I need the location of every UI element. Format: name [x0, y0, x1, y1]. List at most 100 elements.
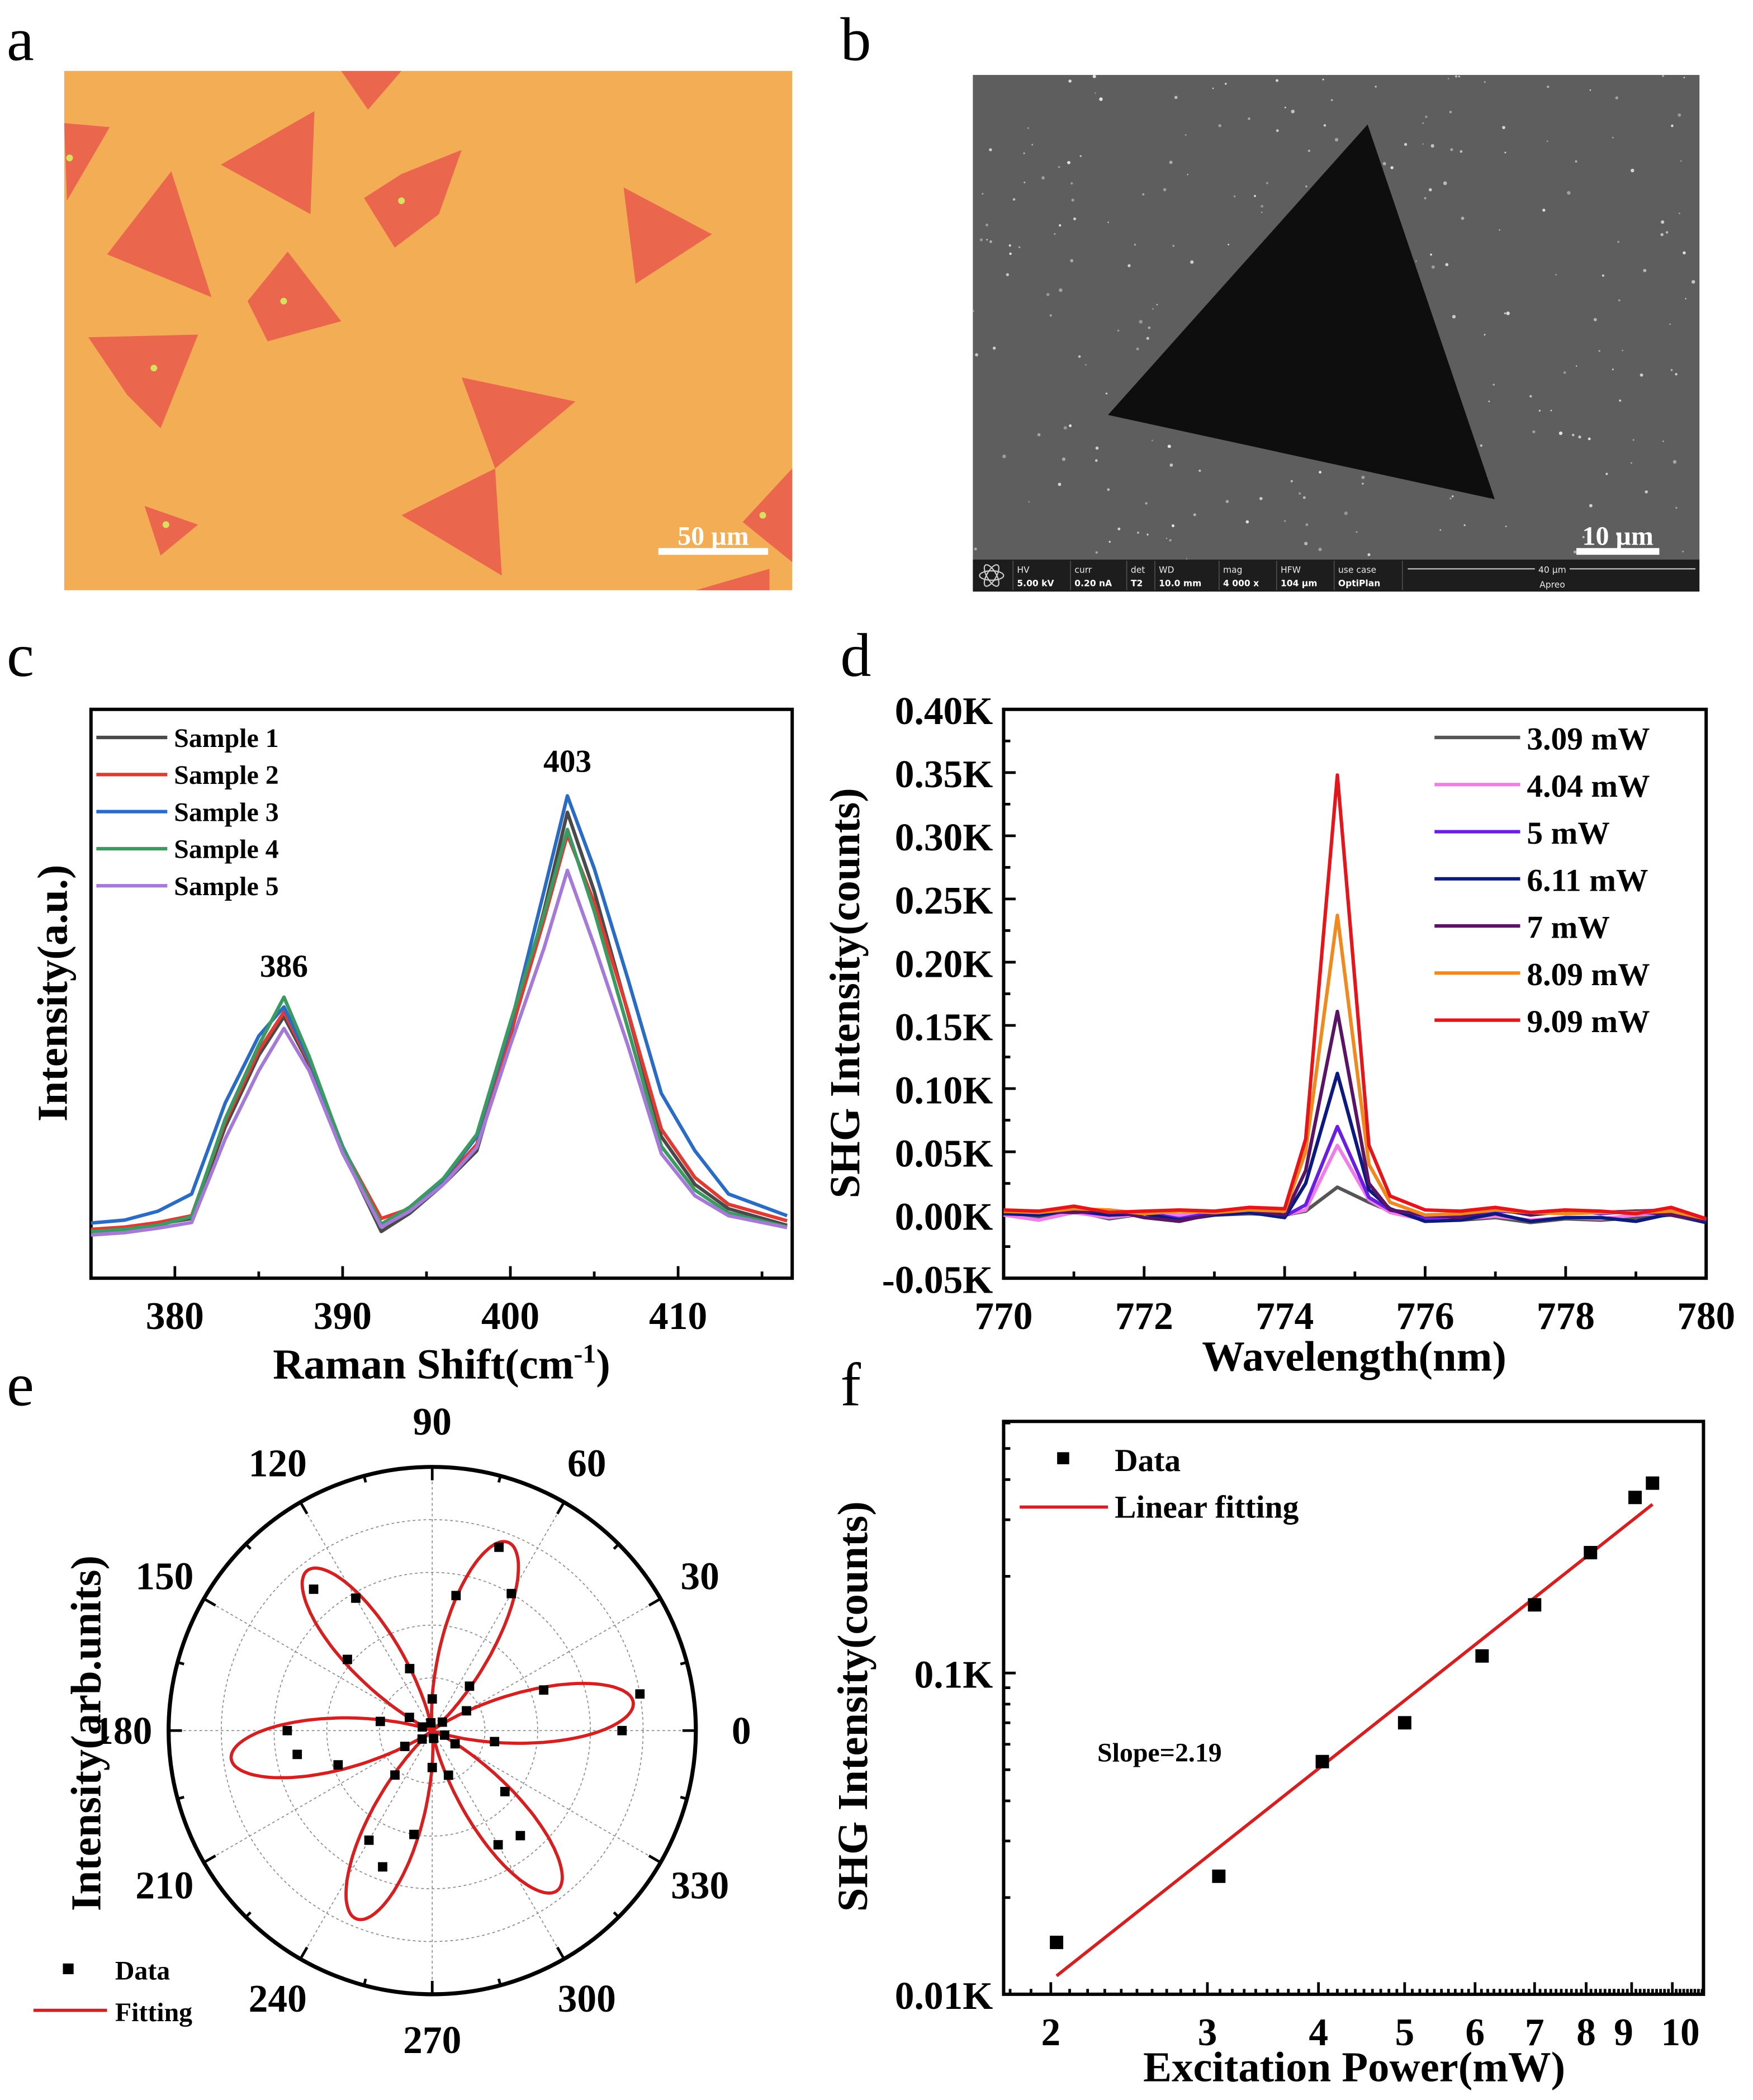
- info-field-label: curr: [1074, 565, 1092, 575]
- particle: [1450, 148, 1453, 152]
- angle-tick-label: 60: [567, 1442, 606, 1485]
- angle-tick-label: 330: [671, 1865, 729, 1908]
- particle: [1068, 79, 1072, 83]
- series-line-6-11-mW: [1003, 1071, 1707, 1224]
- atom-logo-icon: [979, 564, 1005, 587]
- info-field-value: T2: [1131, 579, 1143, 589]
- nucleation-site: [66, 154, 73, 162]
- particle: [1323, 124, 1326, 127]
- x-axis-label-text: Raman Shift(cm: [273, 1341, 574, 1388]
- data-point: [465, 1681, 475, 1691]
- particle: [1071, 198, 1074, 202]
- particle: [1344, 511, 1348, 515]
- data-point: [405, 1713, 414, 1723]
- particle: [1631, 462, 1632, 464]
- legend-label: 5 mW: [1527, 816, 1609, 851]
- particle: [1018, 246, 1021, 248]
- angle-tick-label: 0: [732, 1710, 751, 1753]
- data-point: [539, 1685, 549, 1695]
- peak-annotation: 403: [543, 744, 591, 779]
- particle: [1430, 253, 1432, 256]
- particle: [1555, 273, 1557, 276]
- particle: [1008, 244, 1011, 247]
- data-point: [1628, 1491, 1642, 1505]
- particle: [1291, 110, 1295, 113]
- data-point: [426, 1718, 436, 1728]
- particle: [982, 193, 984, 195]
- panel-label: b: [840, 6, 871, 74]
- particle: [1422, 143, 1424, 145]
- particle: [986, 239, 988, 241]
- data-point: [1475, 1649, 1489, 1663]
- particle: [1547, 86, 1550, 88]
- minor-tick-mark: [680, 1661, 688, 1666]
- x-tick-label: 390: [314, 1295, 372, 1338]
- angular-gridline: [432, 1502, 565, 1731]
- particle: [1139, 320, 1143, 324]
- y-tick-label: 0.00K: [895, 1195, 993, 1238]
- particle: [1151, 439, 1153, 442]
- series-line-sample-4: [91, 827, 788, 1233]
- particle: [1598, 349, 1600, 352]
- tick-mark: [203, 1597, 216, 1607]
- particle: [1261, 211, 1263, 214]
- info-field-label: HFW: [1281, 565, 1301, 575]
- plot-frame: [1002, 1420, 1705, 1996]
- x-tick-label: 2: [1041, 2011, 1060, 2054]
- particle: [1685, 298, 1686, 300]
- particle: [1670, 368, 1673, 371]
- particle: [1095, 551, 1098, 554]
- power-dependence-chart: 2 3 4 5 6 7 8 9 10 0.01K 0.1K Data Linear fitting Slo…: [829, 1420, 1705, 2090]
- data-point: [364, 1835, 374, 1845]
- nucleation-site: [759, 512, 766, 519]
- particle: [1259, 496, 1263, 500]
- particle: [1425, 115, 1428, 119]
- data-point: [443, 1770, 453, 1780]
- data-point: [1315, 1754, 1329, 1768]
- x-axis-label: Raman Shift(cm-1): [273, 1339, 610, 1388]
- info-field-value: 10.0 mm: [1159, 579, 1201, 589]
- particle: [1225, 500, 1229, 503]
- particle: [979, 238, 983, 242]
- legend-label: Sample 4: [174, 835, 279, 864]
- slope-annotation: Slope=2.19: [1097, 1738, 1222, 1767]
- particle: [1431, 265, 1435, 269]
- data-point: [378, 1862, 387, 1872]
- data-point: [494, 1542, 504, 1552]
- data-point: [1212, 1869, 1226, 1883]
- plot-frame: [89, 707, 794, 1280]
- particle: [1073, 217, 1077, 220]
- particle: [1415, 260, 1417, 262]
- particle: [1146, 533, 1149, 536]
- particle: [1546, 140, 1548, 143]
- panel-label: a: [7, 6, 34, 74]
- particle: [1092, 74, 1096, 78]
- particle: [1225, 83, 1227, 85]
- legend-label: Data: [115, 1956, 170, 1986]
- particle: [1588, 437, 1591, 441]
- particle: [1673, 460, 1677, 464]
- fit-line: [1055, 1503, 1654, 1978]
- particle: [1305, 185, 1307, 188]
- y-axis-label: SHG Intensity(counts): [829, 1501, 876, 1912]
- tick-mark: [203, 1855, 216, 1864]
- angle-tick-label: 90: [413, 1401, 452, 1444]
- particle: [1617, 240, 1619, 243]
- polar-shg-chart: 0 30 60 90 120 150 180 210 240 270 300 330 Intensity…: [33, 1401, 751, 2062]
- particle: [1602, 274, 1604, 277]
- data-point: [375, 1716, 385, 1727]
- particle: [1563, 371, 1566, 374]
- x-tick-label: 6: [1465, 2011, 1485, 2054]
- x-tick-label: 774: [1255, 1295, 1314, 1338]
- minor-tick-mark: [613, 1543, 620, 1550]
- legend-label: 9.09 mW: [1527, 1004, 1650, 1039]
- particle: [1169, 463, 1173, 467]
- particle: [1567, 191, 1571, 195]
- particle: [1665, 231, 1669, 234]
- particle: [1375, 85, 1377, 88]
- x-axis-label-end: ): [596, 1341, 610, 1388]
- particle: [1493, 384, 1495, 386]
- particle: [1062, 457, 1066, 461]
- tick-mark: [299, 1501, 309, 1515]
- particle: [1185, 134, 1187, 136]
